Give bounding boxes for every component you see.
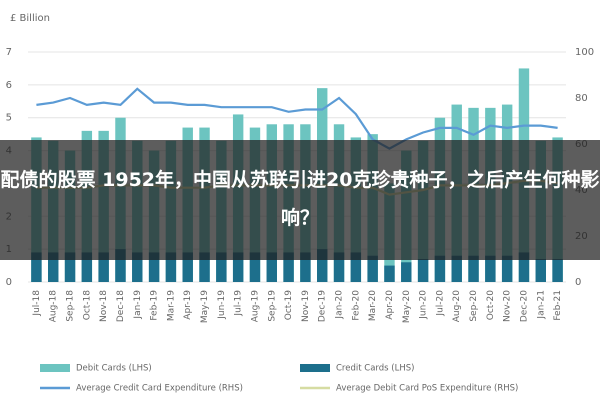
bar — [98, 252, 109, 282]
x-tick-label: May-20 — [402, 290, 412, 323]
bar — [300, 252, 311, 282]
y-axis-label: £ Billion — [10, 13, 50, 24]
bar — [434, 255, 446, 282]
x-tick-label: Mar-19 — [166, 290, 176, 321]
x-tick-label: Oct-18 — [82, 290, 92, 321]
bar — [317, 249, 328, 282]
bar — [132, 252, 143, 282]
bar — [333, 252, 345, 282]
bar — [31, 252, 42, 282]
x-tick-label: Apr-19 — [183, 290, 193, 320]
banner-line: 响？ — [281, 206, 319, 229]
bar — [518, 252, 530, 282]
x-tick-label: Jul-18 — [32, 290, 42, 317]
x-tick-label: Nov-20 — [503, 290, 513, 322]
x-tick-label: Jan-20 — [335, 290, 345, 320]
bar — [501, 255, 513, 282]
bar — [417, 259, 429, 282]
y2-tick-label: 100 — [575, 47, 594, 58]
x-tick-label: Aug-20 — [452, 290, 462, 323]
bar — [283, 252, 294, 282]
x-tick-label: Dec-20 — [519, 290, 529, 322]
legend-label: Average Debit Card PoS Expenditure (RHS) — [336, 384, 518, 394]
bar — [451, 255, 462, 282]
y-tick-label: 5 — [6, 113, 12, 124]
bar — [249, 252, 261, 282]
bar — [115, 249, 126, 282]
y-tick-label: 7 — [6, 47, 12, 58]
x-tick-label: Mar-20 — [368, 290, 378, 321]
bar — [367, 255, 378, 282]
bar — [350, 252, 362, 282]
legend-swatch — [300, 364, 330, 372]
bar — [148, 252, 160, 282]
bar — [216, 252, 227, 282]
bar — [266, 252, 277, 282]
x-tick-label: Sep-19 — [267, 290, 277, 322]
banner-text: 配债的股票 1952年，中国从苏联引进20克珍贵种子，之后产生何种影响？ — [1, 168, 600, 229]
x-tick-label: Nov-19 — [301, 290, 311, 322]
x-tick-label: Jul-20 — [435, 290, 445, 317]
x-tick-label: Apr-20 — [385, 290, 395, 320]
x-tick-label: Jun-19 — [217, 290, 227, 320]
x-tick-label: Jan-21 — [536, 290, 546, 320]
x-tick-label: Feb-19 — [150, 290, 160, 321]
x-tick-label: Feb-20 — [351, 290, 361, 321]
y-tick-label: 0 — [6, 277, 12, 288]
bar — [199, 252, 210, 282]
x-tick-label: Oct-19 — [284, 290, 294, 321]
bar — [182, 252, 193, 282]
x-tick-label: Aug-18 — [49, 290, 59, 323]
bar — [232, 252, 244, 282]
bar — [401, 262, 412, 282]
x-tick-label: Aug-19 — [250, 290, 260, 323]
bar — [384, 265, 395, 282]
legend-label: Average Credit Card Expenditure (RHS) — [76, 384, 243, 394]
x-tick-label: Sep-20 — [469, 290, 479, 322]
x-tick-label: Feb-21 — [553, 290, 563, 321]
bar — [468, 255, 479, 282]
y2-tick-label: 0 — [575, 277, 581, 288]
x-tick-label: Jan-19 — [133, 290, 143, 320]
x-tick-label: Dec-18 — [116, 290, 126, 322]
bar — [64, 252, 76, 282]
bar — [535, 259, 546, 282]
x-tick-label: Oct-20 — [486, 290, 496, 321]
bar — [81, 252, 93, 282]
x-tick-label: Dec-19 — [318, 290, 328, 322]
x-tick-label: Jun-20 — [419, 290, 429, 320]
x-tick-label: May-19 — [200, 290, 210, 323]
legend-swatch — [40, 364, 70, 372]
x-tick-label: Nov-18 — [99, 290, 109, 322]
bar — [48, 252, 59, 282]
legend-label: Credit Cards (LHS) — [336, 364, 414, 374]
banner-background — [0, 140, 600, 260]
legend-label: Debit Cards (LHS) — [76, 364, 152, 374]
bar — [552, 259, 563, 282]
x-tick-label: Sep-18 — [66, 290, 76, 322]
bar — [485, 255, 496, 282]
line — [36, 87, 558, 150]
bar — [165, 252, 177, 282]
banner-line: 配债的股票 1952年，中国从苏联引进20克珍贵种子，之后产生何种影 — [1, 168, 600, 191]
y-tick-label: 6 — [6, 80, 12, 91]
y2-tick-label: 80 — [575, 93, 588, 104]
x-tick-label: Jul-19 — [234, 290, 244, 317]
